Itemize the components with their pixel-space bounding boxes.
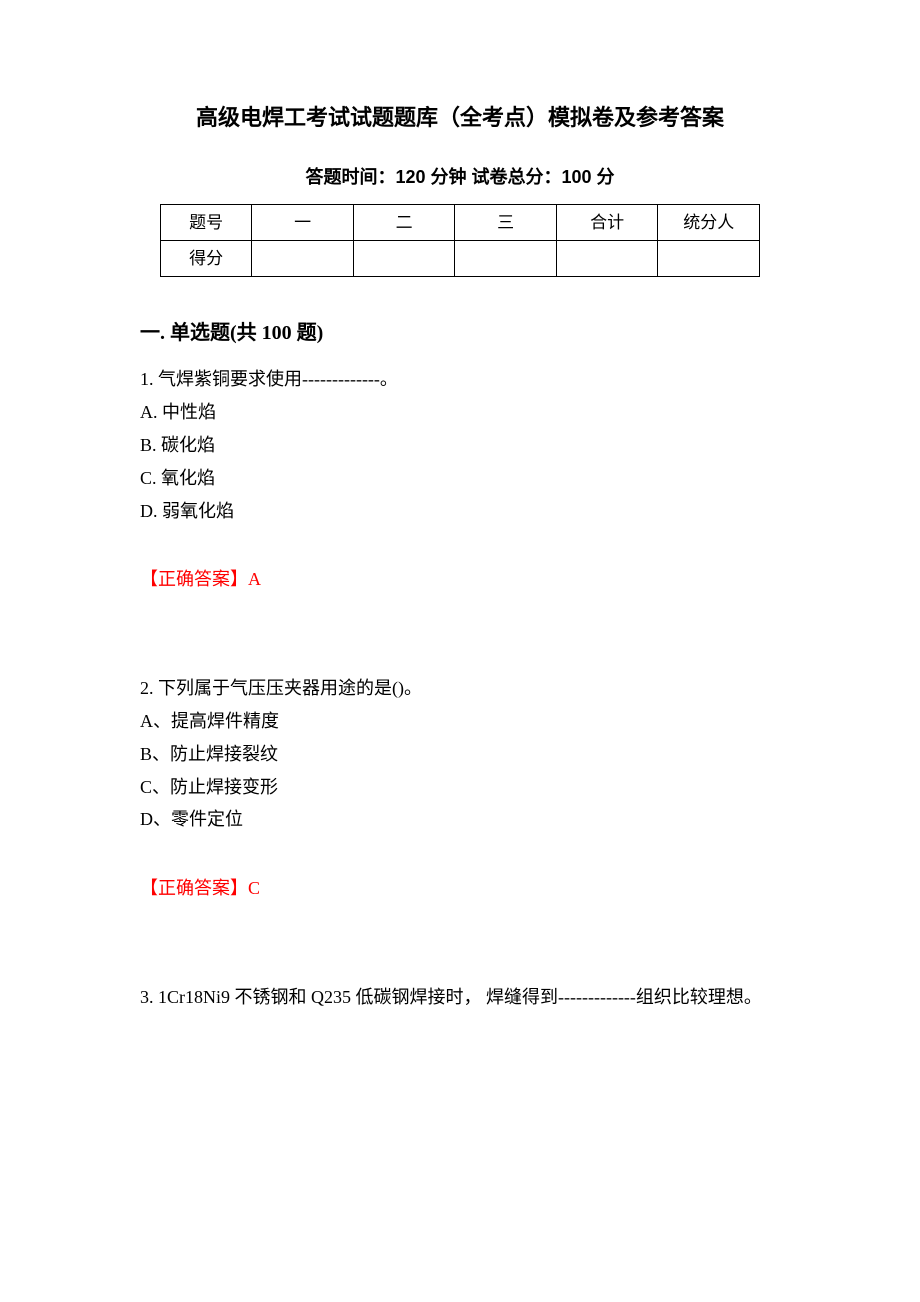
question-3: 3. 1Cr18Ni9 不锈钢和 Q235 低碳钢焊接时， 焊缝得到------… [140, 983, 780, 1012]
col-label-0: 一 [252, 204, 354, 240]
question-stem: 2. 下列属于气压压夹器用途的是()。 [140, 674, 780, 703]
option-c: C. 氧化焰 [140, 464, 780, 493]
table-row: 得分 [161, 241, 760, 277]
col-label-3: 合计 [556, 204, 658, 240]
option-a: A、提高焊件精度 [140, 707, 780, 736]
cell-blank [353, 241, 455, 277]
col-label-4: 统分人 [658, 204, 760, 240]
row-header-0: 题号 [161, 204, 252, 240]
option-c: C、防止焊接变形 [140, 773, 780, 802]
cell-blank [455, 241, 557, 277]
question-2: 2. 下列属于气压压夹器用途的是()。 A、提高焊件精度 B、防止焊接裂纹 C、… [140, 674, 780, 903]
col-label-2: 三 [455, 204, 557, 240]
cell-blank [252, 241, 354, 277]
section-header: 一. 单选题(共 100 题) [140, 317, 780, 349]
question-1: 1. 气焊紫铜要求使用-------------。 A. 中性焰 B. 碳化焰 … [140, 365, 780, 594]
question-stem: 3. 1Cr18Ni9 不锈钢和 Q235 低碳钢焊接时， 焊缝得到------… [140, 983, 780, 1012]
answer-label: 【正确答案】C [140, 874, 780, 903]
row-header-1: 得分 [161, 241, 252, 277]
option-b: B. 碳化焰 [140, 431, 780, 460]
col-label-1: 二 [353, 204, 455, 240]
option-d: D、零件定位 [140, 805, 780, 834]
page-subtitle: 答题时间：120 分钟 试卷总分：100 分 [140, 163, 780, 192]
cell-blank [556, 241, 658, 277]
page-title: 高级电焊工考试试题题库（全考点）模拟卷及参考答案 [140, 100, 780, 135]
table-row: 题号 一 二 三 合计 统分人 [161, 204, 760, 240]
option-b: B、防止焊接裂纹 [140, 740, 780, 769]
cell-blank [658, 241, 760, 277]
score-table: 题号 一 二 三 合计 统分人 得分 [160, 204, 760, 277]
question-stem: 1. 气焊紫铜要求使用-------------。 [140, 365, 780, 394]
option-d: D. 弱氧化焰 [140, 497, 780, 526]
option-a: A. 中性焰 [140, 398, 780, 427]
answer-label: 【正确答案】A [140, 565, 780, 594]
